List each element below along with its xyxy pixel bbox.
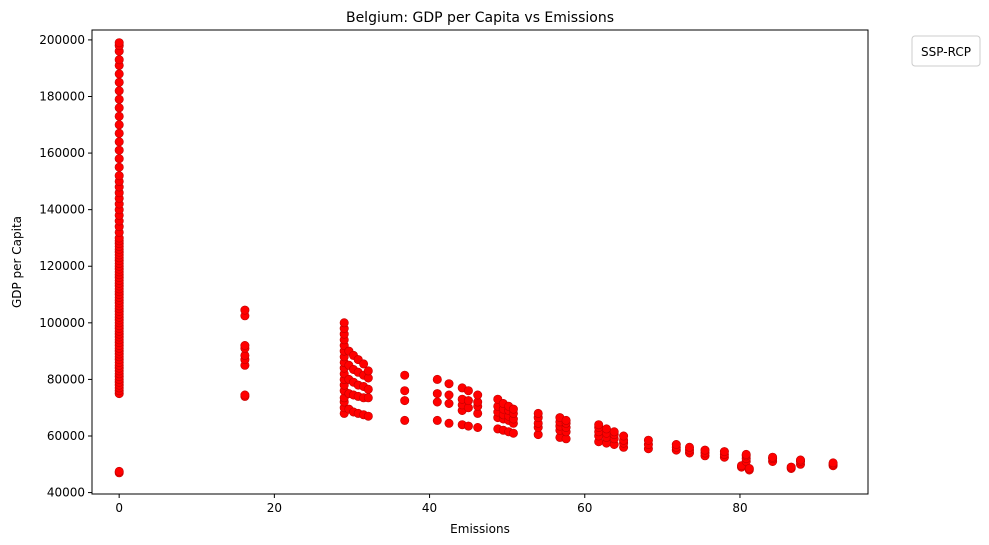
data-point (114, 154, 124, 164)
data-point (114, 77, 124, 87)
y-tick-label: 140000 (39, 203, 85, 217)
data-point (400, 370, 410, 380)
data-point (240, 305, 250, 315)
data-point (363, 384, 373, 394)
data-point (114, 94, 124, 104)
data-point (114, 86, 124, 96)
data-point (741, 449, 751, 459)
data-point (786, 462, 796, 472)
data-point (444, 390, 454, 400)
data-point (363, 393, 373, 403)
data-point (444, 379, 454, 389)
data-point (561, 415, 571, 425)
legend: SSP-RCP (911, 35, 981, 67)
data-point (400, 396, 410, 406)
data-point (619, 431, 629, 441)
x-tick-label: 20 (267, 501, 282, 515)
data-point (363, 411, 373, 421)
data-point (114, 38, 124, 48)
data-point (363, 366, 373, 376)
data-point (432, 389, 442, 399)
data-point (114, 120, 124, 130)
data-point (594, 420, 604, 430)
data-point (359, 359, 369, 369)
data-point (114, 137, 124, 147)
data-point (240, 340, 250, 350)
data-point (463, 386, 473, 396)
x-tick-label: 40 (422, 501, 437, 515)
y-tick-label: 80000 (47, 372, 85, 386)
data-point (114, 69, 124, 79)
data-point (444, 418, 454, 428)
data-point (508, 428, 518, 438)
chart-title: Belgium: GDP per Capita vs Emissions (346, 10, 614, 26)
data-point (339, 318, 349, 328)
data-point (601, 424, 611, 434)
data-point (828, 458, 838, 468)
data-point (114, 171, 124, 181)
x-tick-label: 80 (732, 501, 747, 515)
data-point (508, 404, 518, 414)
data-point (432, 374, 442, 384)
y-axis-label: GDP per Capita (10, 216, 24, 308)
data-point (400, 386, 410, 396)
plot-frame (91, 29, 869, 495)
data-point (114, 128, 124, 138)
data-point (114, 466, 124, 476)
data-point (114, 162, 124, 172)
y-tick-label: 200000 (39, 33, 85, 47)
data-point (114, 103, 124, 113)
x-axis-label: Emissions (450, 522, 510, 536)
x-tick-label: 0 (115, 501, 123, 515)
data-point (768, 452, 778, 462)
data-point (533, 408, 543, 418)
data-point (671, 439, 681, 449)
legend-title: SSP-RCP (921, 45, 971, 59)
data-point (114, 111, 124, 121)
y-tick-label: 60000 (47, 429, 85, 443)
data-point (700, 445, 710, 455)
data-point (719, 447, 729, 457)
y-axis-ticks: 40000 60000 80000 100000 120000 140000 160000 1… (39, 33, 92, 500)
x-axis-ticks: 0 20 40 60 80 (115, 494, 748, 515)
legend-box (911, 35, 981, 67)
data-point (795, 455, 805, 465)
data-point (432, 397, 442, 407)
data-point (463, 396, 473, 406)
x-tick-label: 60 (577, 501, 592, 515)
y-tick-label: 40000 (47, 486, 85, 500)
data-point (609, 427, 619, 437)
data-point (684, 442, 694, 452)
data-points (114, 38, 838, 478)
data-point (114, 55, 124, 65)
data-point (473, 390, 483, 400)
data-point (114, 145, 124, 155)
data-point (432, 415, 442, 425)
data-point (744, 463, 754, 473)
y-tick-label: 120000 (39, 259, 85, 273)
data-point (463, 421, 473, 431)
data-point (473, 422, 483, 432)
y-tick-label: 180000 (39, 89, 85, 103)
y-tick-label: 160000 (39, 146, 85, 160)
data-point (240, 390, 250, 400)
data-point (444, 398, 454, 408)
y-tick-label: 100000 (39, 316, 85, 330)
data-point (643, 435, 653, 445)
data-point (400, 415, 410, 425)
